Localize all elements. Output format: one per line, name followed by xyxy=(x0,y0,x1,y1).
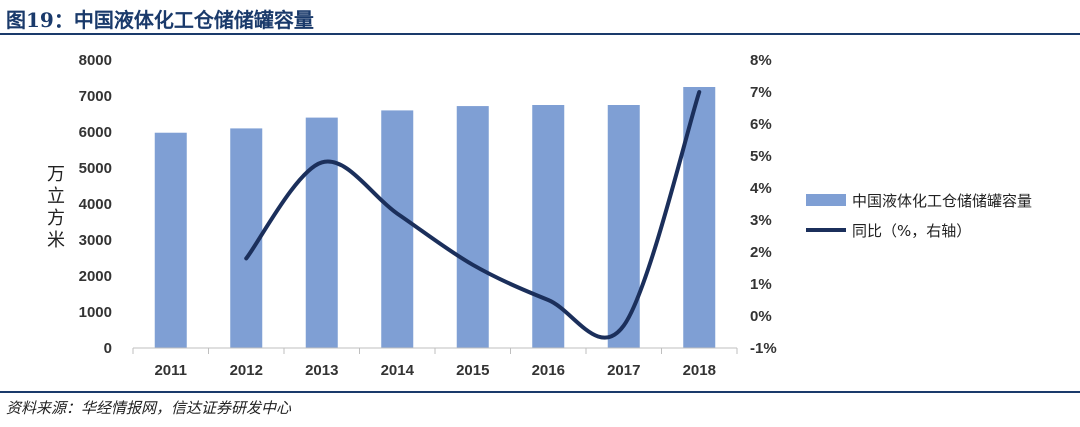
bar xyxy=(607,105,640,348)
y-axis-label-char: 立 xyxy=(47,186,65,207)
x-tick-label: 2015 xyxy=(456,362,489,379)
legend-swatch-bar xyxy=(806,194,846,206)
y-tick-label: 3000 xyxy=(79,232,112,249)
y-tick-label: 5000 xyxy=(79,160,112,177)
y-tick-label: 0 xyxy=(104,340,112,357)
y-tick-label: 8000 xyxy=(79,52,112,69)
y2-tick-label: 8% xyxy=(750,52,772,69)
line-series xyxy=(244,90,702,340)
y2-tick-label: 6% xyxy=(750,116,772,133)
y2-tick-label: 1% xyxy=(750,276,772,293)
y2-tick-label: 4% xyxy=(750,180,772,197)
top-divider xyxy=(0,33,1080,35)
y-axis-label-char: 方 xyxy=(47,208,65,229)
y2-tick-label: 3% xyxy=(750,212,772,229)
y2-tick-label: 2% xyxy=(750,244,772,261)
y-axis-label: 万立方米 xyxy=(47,164,65,251)
x-tick-label: 2012 xyxy=(230,362,263,379)
y-tick-label: 7000 xyxy=(79,88,112,105)
y-tick-label: 1000 xyxy=(79,304,112,321)
bar xyxy=(154,132,187,348)
legend-label-line: 同比（%，右轴） xyxy=(852,222,971,240)
x-tick-label: 2018 xyxy=(683,362,716,379)
y-axis-label-char: 米 xyxy=(47,230,65,251)
y-axis-left: 0 1000 2000 3000 4000 5000 6000 7000 8000 xyxy=(79,52,112,357)
y-axis-right: -1% 0% 1% 2% 3% 4% 5% 6% 7% 8% xyxy=(750,52,777,357)
legend-label-bar: 中国液体化工仓储储罐容量 xyxy=(852,192,1032,210)
bar-series xyxy=(154,87,716,349)
figure-title: 图19：中国液体化工仓储储罐容量 xyxy=(6,8,314,32)
x-tick-label: 2014 xyxy=(381,362,415,379)
y-tick-label: 6000 xyxy=(79,124,112,141)
bar xyxy=(230,128,263,348)
y-axis-label-char: 万 xyxy=(47,164,65,185)
source-note: 资料来源：华经情报网，信达证券研发中心 xyxy=(6,399,292,417)
x-tick-label: 2017 xyxy=(607,362,640,379)
bar xyxy=(456,106,489,348)
y-tick-label: 4000 xyxy=(79,196,112,213)
bar xyxy=(305,117,338,348)
bar xyxy=(532,105,565,348)
bottom-divider xyxy=(0,391,1080,393)
y2-tick-label: 5% xyxy=(750,148,772,165)
y2-tick-label: 7% xyxy=(750,84,772,101)
chart: 2011 2012 2013 2014 2015 2016 2017 2018 0 1000 20… xyxy=(47,52,1032,379)
y-tick-label: 2000 xyxy=(79,268,112,285)
x-axis: 2011 2012 2013 2014 2015 2016 2017 2018 xyxy=(132,347,738,379)
bar xyxy=(381,110,414,349)
x-tick-label: 2013 xyxy=(305,362,338,379)
x-tick-label: 2011 xyxy=(154,362,187,379)
x-tick-label: 2016 xyxy=(532,362,565,379)
y2-tick-label: 0% xyxy=(750,308,772,325)
y2-tick-label: -1% xyxy=(750,340,777,357)
